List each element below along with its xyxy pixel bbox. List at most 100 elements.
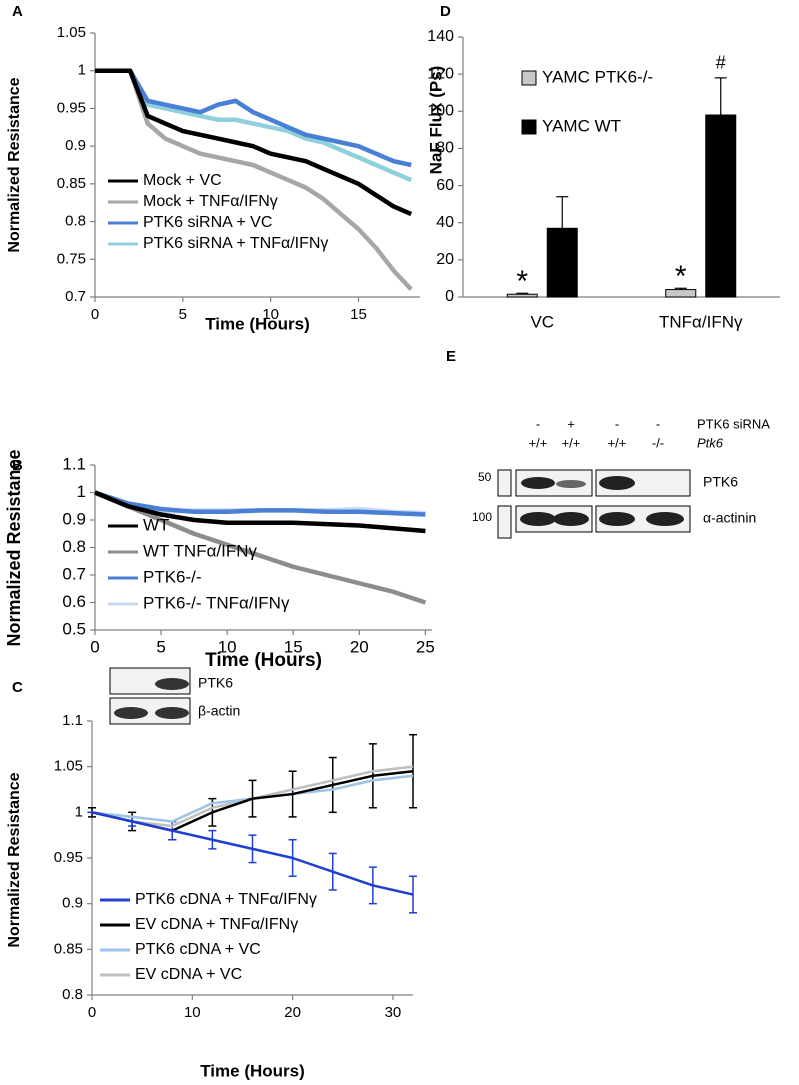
x-axis-title: Time (Hours) [205,650,322,671]
band [155,707,189,719]
panel-letter: B [12,457,23,474]
inset-blot: PTK6 β-actin [109,667,240,725]
row-label: PTK6 siRNA [697,416,770,431]
legend-label: PTK6-/- TNFα/IFNγ [143,593,290,612]
y-axis-title: Normalized Resistance [6,772,23,947]
y-tick-label: 20 [436,251,454,268]
y-tick-label: 60 [436,177,454,194]
legend-swatch [521,119,537,135]
lane-label: +/+ [608,435,627,450]
x-tick-label: 25 [416,637,435,656]
lane-label: - [656,416,660,431]
band [521,477,555,489]
legend-label: Mock + TNFα/IFNγ [143,193,278,210]
series-line [95,68,412,168]
inset-label: β-actin [198,703,240,719]
series-line [95,68,413,217]
band [520,512,556,526]
x-tick-label: 10 [218,637,237,656]
x-tick-label: 10 [184,1004,201,1021]
legend-label: PTK6 cDNA + TNFα/IFNγ [135,891,317,908]
x-tick-label: 5 [156,637,165,656]
legend-label: PTK6 siRNA + TNFα/IFNγ [143,235,328,252]
blot-box [497,505,512,539]
x-tick-label: 10 [262,306,279,323]
x-tick-label: VC [530,312,554,331]
y-tick-label: 0.85 [54,940,83,957]
legend-label: EV cDNA + VC [135,966,242,983]
y-axis-title: Normalized Resistance [4,449,24,646]
panel-letter: A [12,3,23,20]
x-tick-label: TNFα/IFNγ [659,312,743,331]
annotation: * [675,260,687,293]
legend-label: PTK6 siRNA + VC [143,214,272,231]
band [646,512,684,526]
series-line [95,68,413,291]
y-tick-label: 140 [427,28,454,45]
y-tick-label: 1 [75,803,83,820]
y-tick-label: 1 [78,62,86,79]
y-tick-label: 0.9 [62,895,83,912]
y-tick-label: 0 [445,288,454,305]
y-tick-label: 1.05 [57,24,86,41]
y-tick-label: 0.5 [62,619,86,638]
y-tick-label: 1.05 [54,758,83,775]
band [114,707,148,719]
blot-box [497,469,512,497]
y-tick-label: 40 [436,214,454,231]
y-tick-label: 0.9 [65,137,86,154]
annotation: * [516,265,528,298]
legend-label: EV cDNA + TNFα/IFNγ [135,916,298,933]
legend-label: YAMC PTK6-/- [542,67,653,86]
bar [705,114,737,298]
x-axis-title: Time (Hours) [205,314,310,333]
y-tick-label: 0.8 [65,213,86,230]
inset-label: PTK6 [198,675,233,691]
y-tick-label: 100 [427,103,454,120]
y-tick-label: 0.95 [54,849,83,866]
x-tick-label: 0 [91,306,99,323]
y-tick-label: 1.1 [62,454,86,473]
x-tick-label: 15 [350,306,367,323]
legend-swatch [521,70,537,86]
series-line [94,490,426,517]
lane-label: +/+ [562,435,581,450]
legend-label: PTK6 cDNA + VC [135,941,261,958]
row-label: Ptk6 [697,435,724,450]
lane-label: - [536,416,540,431]
band-label: α-actinin [703,510,756,526]
x-tick-label: 0 [88,1004,96,1021]
y-tick-label: 0.75 [57,250,86,267]
lane-label: - [615,416,619,431]
band [556,480,586,488]
x-tick-label: 0 [90,637,99,656]
western-blot: - + - - PTK6 siRNA +/+ +/+ +/+ -/- Ptk6 … [472,416,770,539]
legend-label: WT [143,515,169,534]
x-tick-label: 20 [350,637,369,656]
band [599,512,635,526]
bar [546,227,578,298]
band [553,512,589,526]
series-line [94,490,427,605]
lane-label: -/- [652,435,664,450]
y-tick-label: 0.9 [62,509,86,528]
lane-label: + [567,416,575,431]
y-tick-label: 80 [436,140,454,157]
y-tick-label: 0.85 [57,175,86,192]
y-tick-label: 0.7 [65,288,86,305]
band [599,476,635,490]
band-label: PTK6 [703,474,738,490]
y-tick-label: 0.8 [62,986,83,1003]
y-axis-title: Normalized Resistance [6,77,23,252]
size-marker: 100 [472,510,492,524]
y-tick-label: 0.6 [62,592,86,611]
legend-label: Mock + VC [143,172,222,189]
y-tick-label: 0.7 [62,564,86,583]
legend-label: PTK6-/- [143,567,202,586]
y-tick-label: 1.1 [62,712,83,729]
y-tick-label: 0.8 [62,537,86,556]
band [155,678,189,690]
annotation: # [716,53,726,73]
x-tick-label: 20 [284,1004,301,1021]
